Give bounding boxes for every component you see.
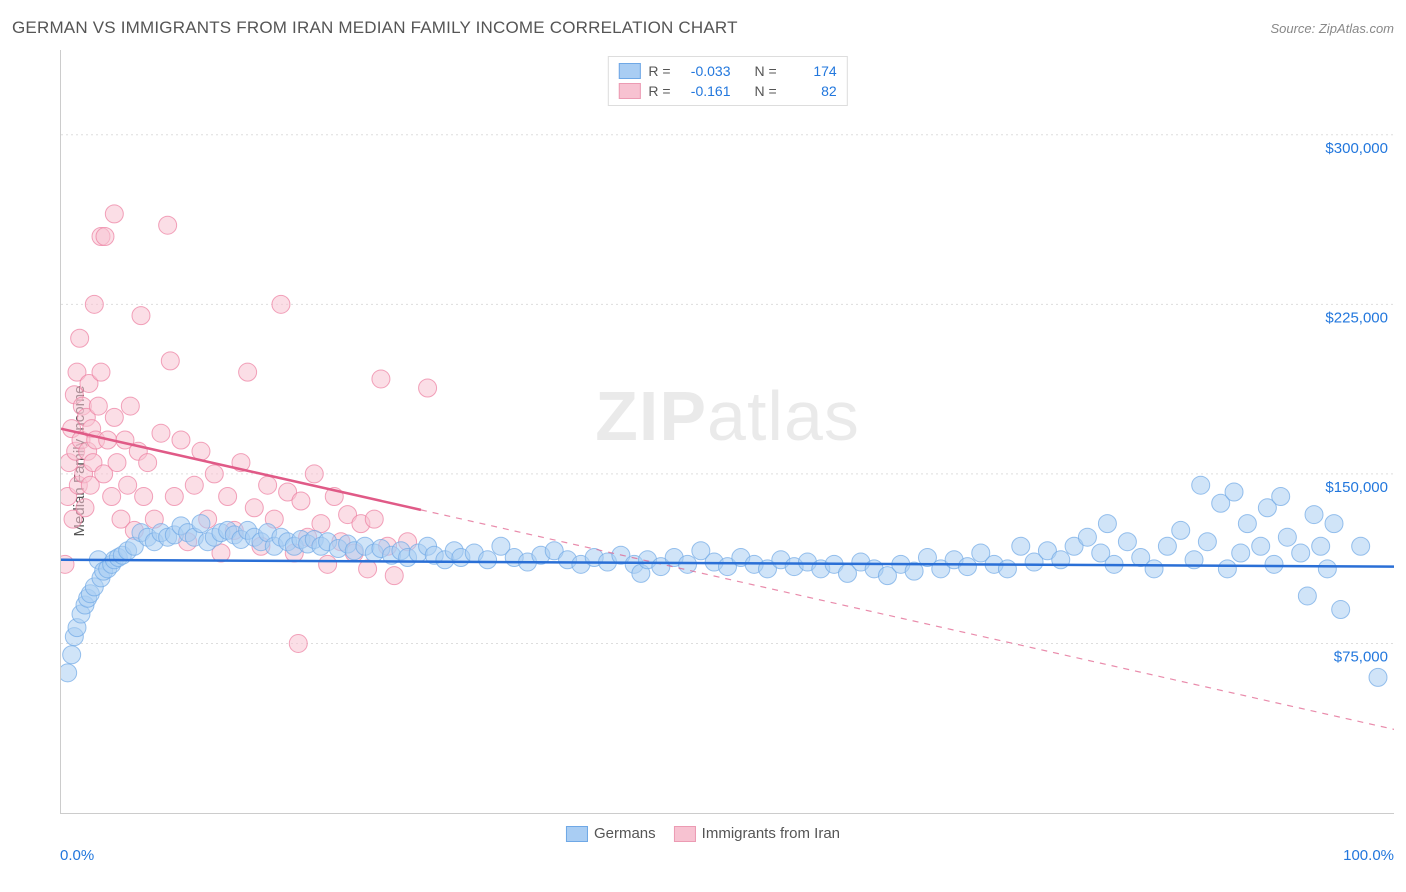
legend-item-germans: Germans (566, 825, 656, 842)
chart-area: Median Family Income $75,000$150,000$225… (12, 50, 1394, 872)
svg-text:$75,000: $75,000 (1334, 648, 1388, 665)
scatter-plot-svg: $75,000 $150,000 $225,000 $300,000 (61, 50, 1394, 813)
chart-header: GERMAN VS IMMIGRANTS FROM IRAN MEDIAN FA… (12, 18, 1394, 38)
x-axis-labels: 0.0% 100.0% (60, 847, 1394, 864)
n-label: N = (755, 83, 777, 99)
legend-label-germans: Germans (594, 825, 656, 842)
r-label: R = (648, 63, 670, 79)
legend-row-germans: R = -0.033 N = 174 (618, 61, 836, 81)
x-min-label: 0.0% (60, 847, 94, 864)
legend-item-iran: Immigrants from Iran (674, 825, 840, 842)
r-value-germans: -0.033 (679, 63, 731, 79)
series-legend: Germans Immigrants from Iran (566, 825, 840, 842)
swatch-iran (674, 826, 696, 842)
svg-text:$300,000: $300,000 (1325, 140, 1388, 157)
n-value-germans: 174 (785, 63, 837, 79)
x-max-label: 100.0% (1343, 847, 1394, 864)
r-label: R = (648, 83, 670, 99)
chart-title: GERMAN VS IMMIGRANTS FROM IRAN MEDIAN FA… (12, 18, 738, 38)
svg-text:$150,000: $150,000 (1325, 479, 1388, 496)
n-value-iran: 82 (785, 83, 837, 99)
legend-label-iran: Immigrants from Iran (702, 825, 840, 842)
correlation-legend: R = -0.033 N = 174 R = -0.161 N = 82 (607, 56, 847, 106)
source-attribution: Source: ZipAtlas.com (1270, 21, 1394, 36)
n-label: N = (755, 63, 777, 79)
r-value-iran: -0.161 (679, 83, 731, 99)
svg-text:$225,000: $225,000 (1325, 309, 1388, 326)
legend-row-iran: R = -0.161 N = 82 (618, 81, 836, 101)
swatch-germans (618, 63, 640, 79)
swatch-iran (618, 83, 640, 99)
plot-region: $75,000$150,000$225,000$300,000 ZIPatlas… (60, 50, 1394, 814)
swatch-germans (566, 826, 588, 842)
